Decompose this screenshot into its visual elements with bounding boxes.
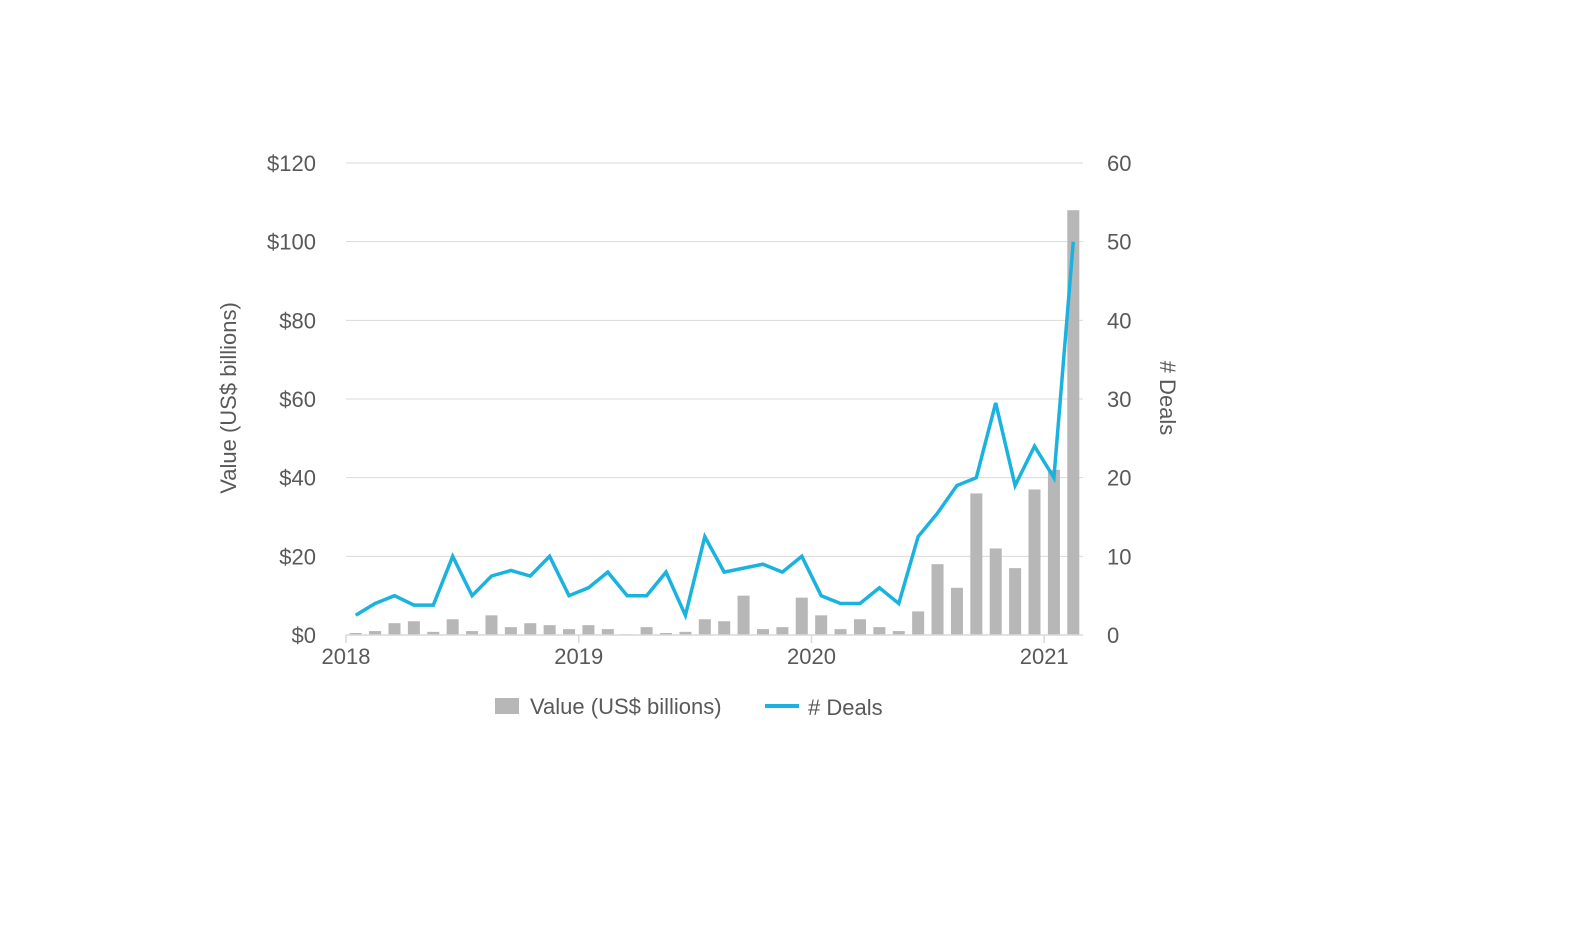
bar <box>1067 210 1080 635</box>
y-right-tick-label: 30 <box>1107 387 1131 412</box>
bar <box>679 631 692 635</box>
bar <box>756 629 769 635</box>
y-right-tick-label: 0 <box>1107 623 1119 648</box>
y-right-tick-label: 40 <box>1107 308 1131 333</box>
bar <box>543 625 556 635</box>
y-axis-left-title: Value (US$ billions) <box>216 302 241 494</box>
y-right-tick-label: 10 <box>1107 544 1131 569</box>
bar <box>970 493 983 635</box>
y-left-tick-label: $40 <box>279 466 316 491</box>
deals-line-path <box>354 241 1076 621</box>
y-left-tick-label: $120 <box>267 151 316 176</box>
bar <box>1047 469 1060 635</box>
y-left-tick-label: $0 <box>292 623 316 648</box>
legend: Value (US$ billions) # Deals <box>495 694 883 720</box>
bar <box>407 621 420 635</box>
x-tick-label: 2018 <box>322 644 371 669</box>
bar <box>427 631 440 635</box>
bar <box>446 619 459 635</box>
y-left-tick-label: $20 <box>279 544 316 569</box>
y-right-tick-label: 50 <box>1107 230 1131 255</box>
bar <box>1009 568 1022 635</box>
bar <box>369 631 382 635</box>
bar <box>1028 489 1041 635</box>
bar <box>718 621 731 635</box>
bar <box>640 627 653 635</box>
bar <box>912 611 925 635</box>
bar <box>795 597 808 635</box>
bar <box>737 595 750 635</box>
value-bars <box>349 210 1080 635</box>
bar <box>873 627 886 635</box>
deals-line <box>354 241 1076 621</box>
bar <box>853 619 866 635</box>
bar <box>563 629 576 635</box>
gridlines <box>346 162 1083 557</box>
axes: $0 0 $20 10 $40 20 $60 30 $80 40 $100 50 $120 60 2018 2… <box>267 151 1131 669</box>
legend-swatch-value <box>495 698 519 714</box>
bar <box>950 587 963 635</box>
bar <box>931 564 944 635</box>
bar <box>698 619 711 635</box>
y-axis-right-title: # Deals <box>1155 361 1180 436</box>
legend-label-deals: # Deals <box>808 695 883 720</box>
bar <box>660 633 673 635</box>
bar <box>582 625 595 635</box>
bar <box>524 623 537 635</box>
bar <box>349 633 362 635</box>
x-tick-label: 2020 <box>787 644 836 669</box>
y-left-tick-label: $60 <box>279 387 316 412</box>
bar <box>466 631 479 635</box>
bar <box>776 627 789 635</box>
y-right-tick-label: 20 <box>1107 466 1131 491</box>
y-left-tick-label: $100 <box>267 230 316 255</box>
bar <box>504 627 517 635</box>
bar <box>815 615 828 635</box>
y-right-tick-label: 60 <box>1107 151 1131 176</box>
x-tick-label: 2019 <box>554 644 603 669</box>
bar <box>834 629 847 635</box>
y-left-tick-label: $80 <box>279 308 316 333</box>
x-tick-label: 2021 <box>1020 644 1069 669</box>
bar <box>485 615 498 635</box>
bar <box>892 631 905 635</box>
bar <box>601 629 614 635</box>
legend-label-value: Value (US$ billions) <box>530 694 722 719</box>
bar <box>388 623 401 635</box>
bar <box>989 548 1002 635</box>
